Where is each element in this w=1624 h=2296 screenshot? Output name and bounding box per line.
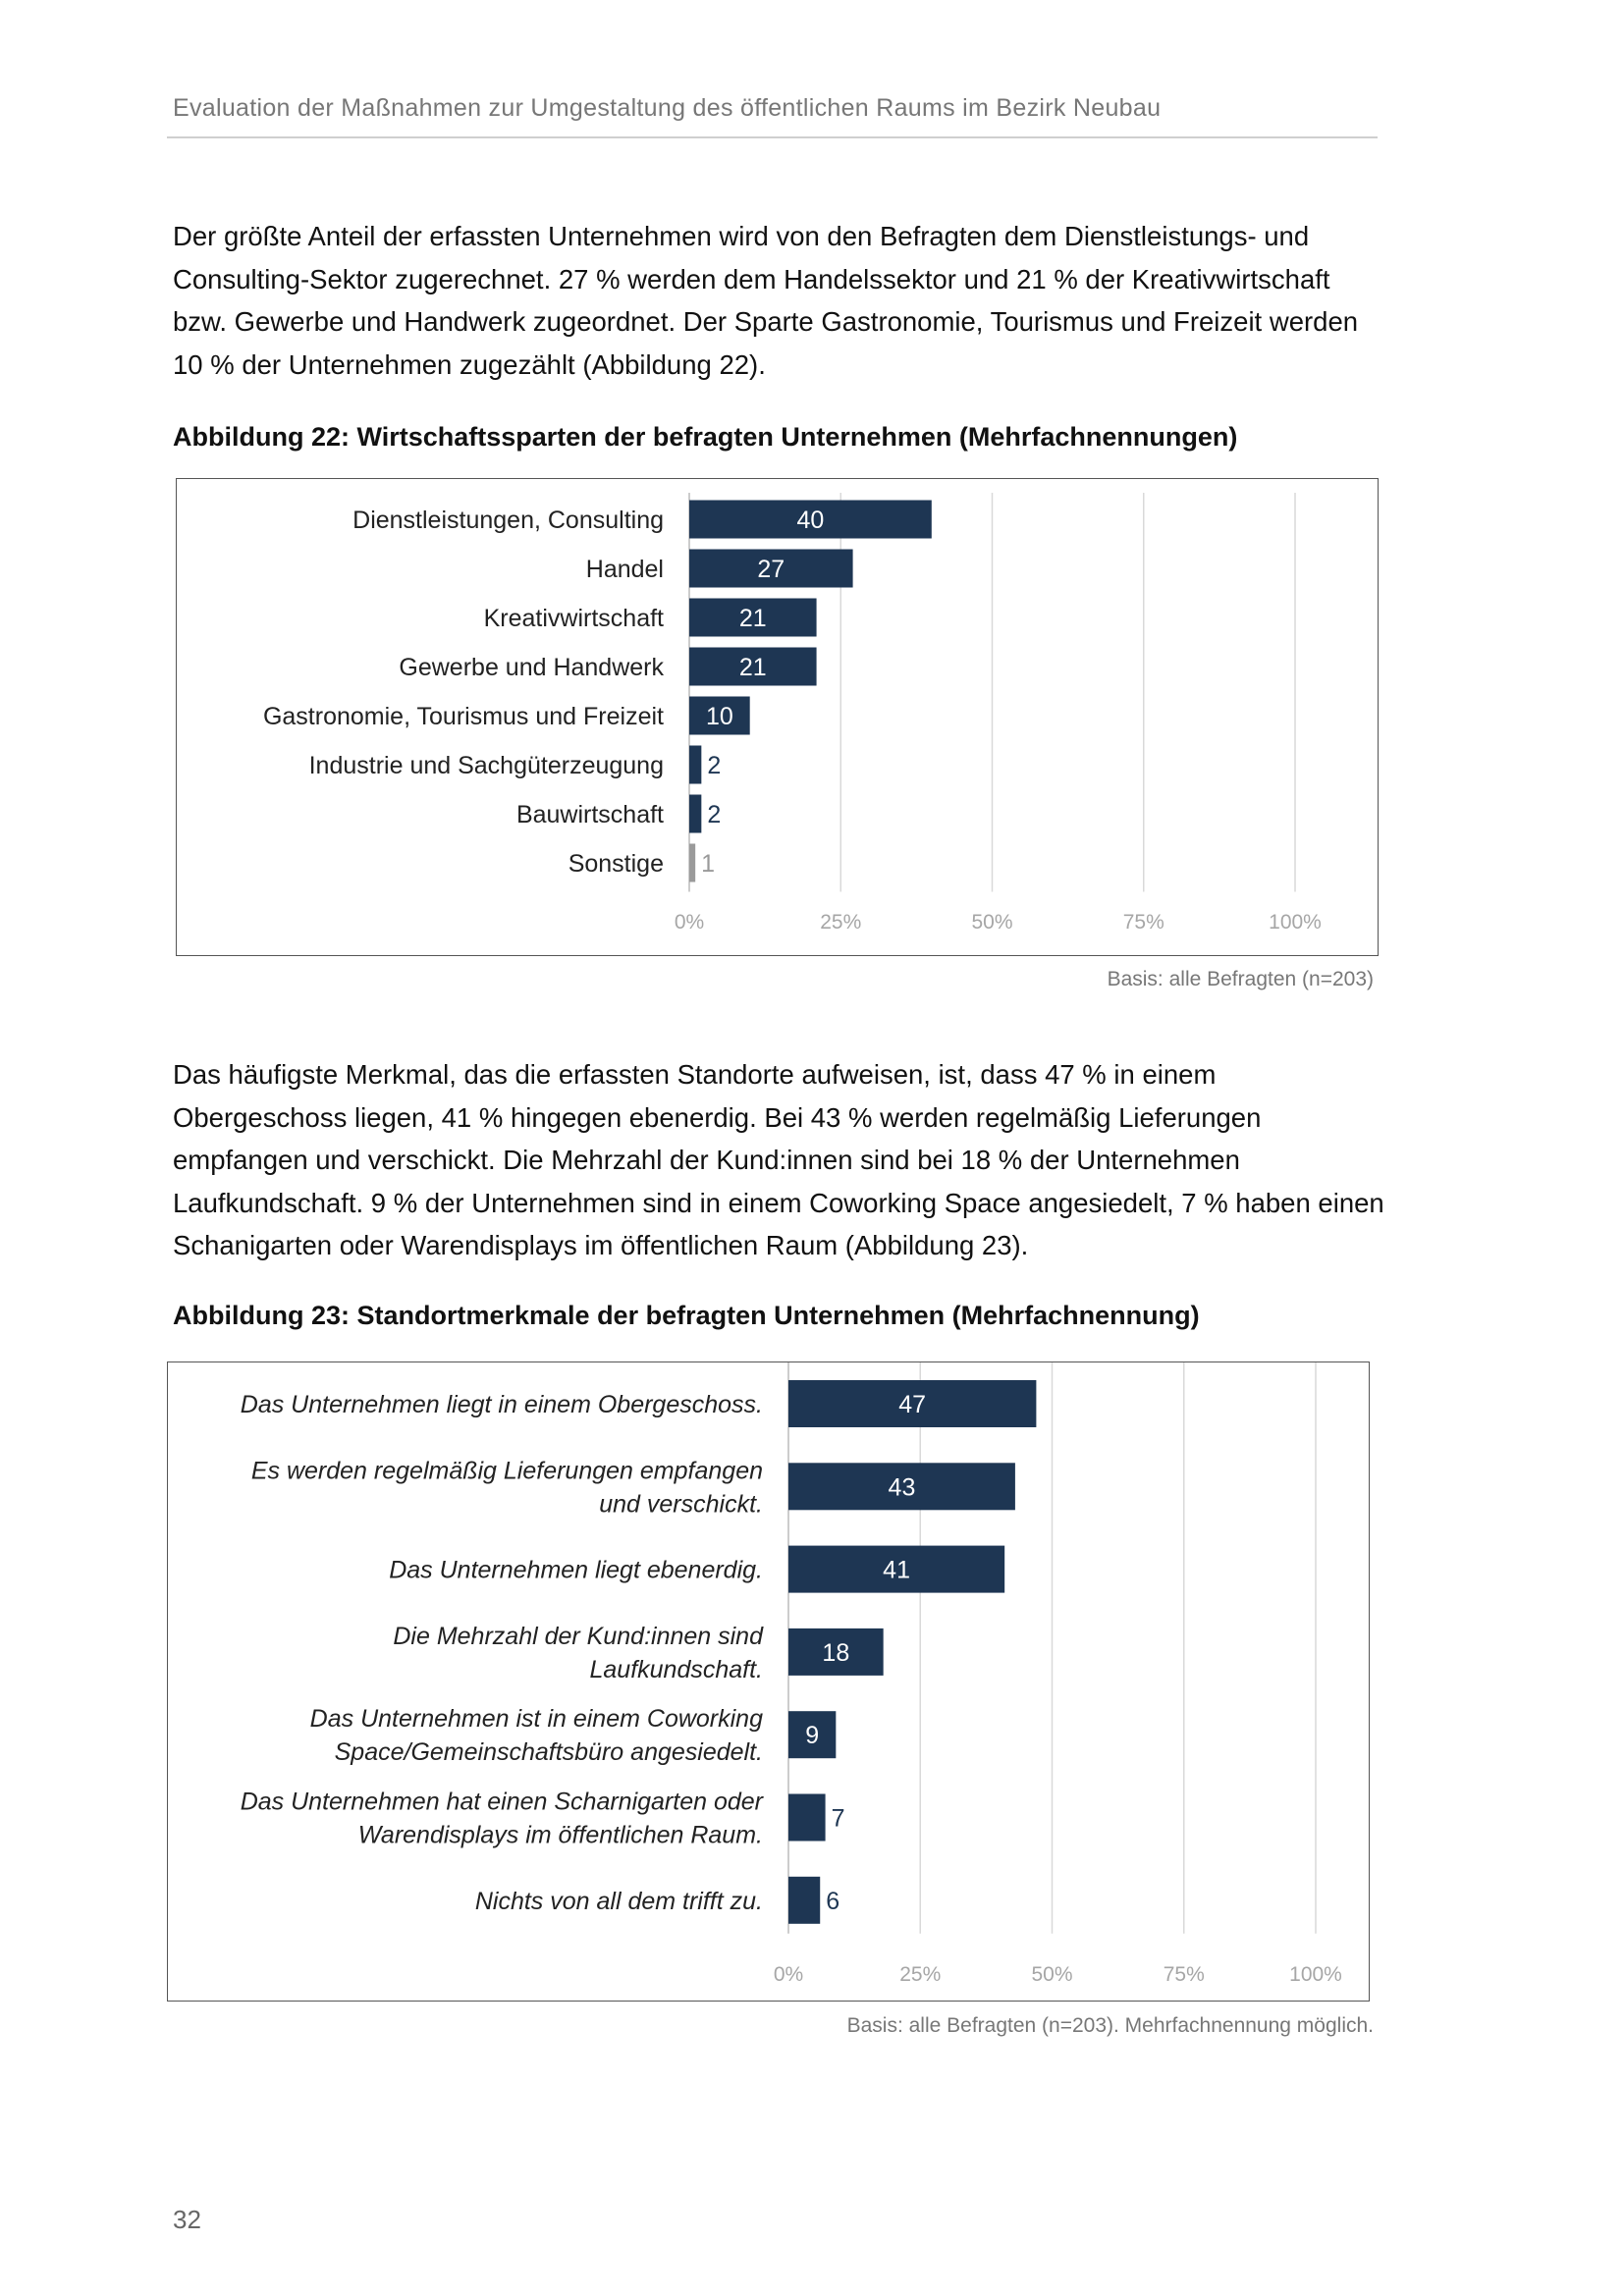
x-tick-label: 50% (1031, 1963, 1072, 1986)
bar (788, 1793, 826, 1842)
data-label: 2 (707, 801, 721, 828)
bar (689, 745, 702, 784)
x-tick-label: 75% (1123, 911, 1164, 934)
category-label: Das Unternehmen liegt in einem Obergesch… (241, 1391, 763, 1418)
page-number: 32 (173, 2205, 201, 2234)
bar (788, 1380, 1037, 1427)
bar (788, 1711, 837, 1759)
category-label: Warendisplays im öffentlichen Raum. (358, 1822, 763, 1849)
header-divider (167, 136, 1378, 138)
category-label: Das Unternehmen liegt ebenerdig. (389, 1557, 763, 1584)
bar (689, 696, 750, 735)
bar (788, 1463, 1015, 1511)
data-label: 47 (898, 1391, 926, 1418)
category-label: Sonstige (568, 850, 664, 878)
figure-22-chart: 0% 25% 50% 75% 100% 40 Dienstleistungen, Consu… (176, 478, 1379, 956)
category-label: Laufkundschaft. (589, 1656, 763, 1683)
data-label: 21 (739, 654, 767, 681)
figure-22-svg: 0% 25% 50% 75% 100% 40 Dienstleistungen, Consu… (263, 493, 1322, 934)
data-label: 9 (805, 1722, 819, 1749)
x-tick-label: 25% (899, 1963, 941, 1986)
bar (788, 1628, 884, 1676)
bar (788, 1545, 1005, 1593)
category-label: Industrie und Sachgüterzeugung (309, 752, 664, 779)
category-label: Bauwirtschaft (516, 801, 664, 828)
category-label: Das Unternehmen hat einen Scharnigarten … (241, 1789, 765, 1816)
data-label: 6 (826, 1888, 839, 1915)
data-label: 18 (822, 1639, 849, 1667)
data-label: 41 (883, 1557, 910, 1584)
paragraph-1: Der größte Anteil der erfassten Unterneh… (173, 221, 1359, 380)
data-label: 2 (707, 752, 721, 779)
bar (689, 647, 817, 686)
x-tick-label: 0% (774, 1963, 803, 1986)
category-label: Space/Gemeinschaftsbüro angesiedelt. (335, 1738, 763, 1766)
category-label: Nichts von all dem trifft zu. (475, 1888, 763, 1915)
x-tick-label: 25% (820, 911, 861, 934)
figure-22-basis: Basis: alle Befragten (n=203) (1107, 968, 1374, 990)
figure-23-basis: Basis: alle Befragten (n=203). Mehrfachn… (846, 2014, 1374, 2037)
category-label: Die Mehrzahl der Kund:innen sind (393, 1623, 764, 1650)
running-header: Evaluation der Maßnahmen zur Umgestaltun… (173, 94, 1162, 122)
bar (689, 549, 853, 588)
bar (788, 1876, 821, 1924)
bar (689, 500, 932, 539)
data-label: 27 (757, 556, 785, 583)
figure-23-caption: Abbildung 23: Standortmerkmale der befra… (173, 1301, 1200, 1330)
figure-22-caption: Abbildung 22: Wirtschaftssparten der bef… (173, 422, 1238, 452)
bar (689, 843, 696, 882)
data-label: 43 (889, 1473, 916, 1501)
category-label: Es werden regelmäßig Lieferungen empfang… (251, 1457, 763, 1484)
x-tick-label: 100% (1269, 911, 1322, 934)
figure-23-chart: 0% 25% 50% 75% 100% 47 Das Unternehmen liegt i… (167, 1362, 1370, 2002)
data-label: 10 (706, 703, 733, 730)
category-label: Gewerbe und Handwerk (399, 654, 664, 681)
category-label: Dienstleistungen, Consulting (352, 507, 664, 534)
category-label: Handel (586, 556, 664, 583)
bar (689, 794, 702, 833)
x-tick-label: 100% (1289, 1963, 1342, 1986)
paragraph-2: Das häufigste Merkmal, das die erfassten… (173, 1059, 1384, 1260)
x-tick-label: 75% (1164, 1963, 1205, 1986)
category-label: Gastronomie, Tourismus und Freizeit (263, 703, 664, 730)
data-label: 1 (701, 850, 715, 878)
bar (689, 598, 817, 637)
x-tick-label: 50% (971, 911, 1012, 934)
category-label: Das Unternehmen ist in einem Coworking (310, 1705, 763, 1733)
category-label: Kreativwirtschaft (484, 605, 664, 632)
x-tick-label: 0% (675, 911, 704, 934)
data-label: 21 (739, 605, 767, 632)
data-label: 7 (832, 1805, 845, 1833)
figure-23-svg: 0% 25% 50% 75% 100% 47 Das Unternehmen liegt i… (241, 1362, 1342, 1986)
category-label: und verschickt. (599, 1490, 763, 1518)
data-label: 40 (796, 507, 824, 534)
